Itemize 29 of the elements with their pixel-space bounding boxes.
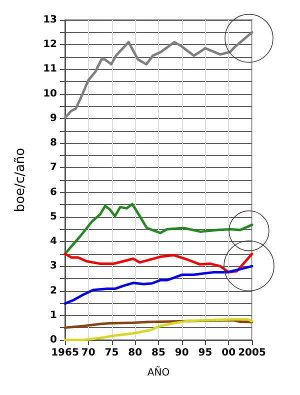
y-axis-title: boe/c/año (13, 148, 28, 212)
y-tick-label: 10 (43, 88, 58, 100)
y-tick-label: 4 (50, 236, 58, 248)
y-tick-label: 2 (50, 285, 58, 296)
y-tick-label: 12 (43, 39, 58, 50)
line-series (64, 252, 254, 274)
y-tick-label: 6 (50, 186, 58, 198)
x-tick-label: 90 (174, 348, 189, 358)
y-tick-label: 7 (50, 162, 58, 174)
line-series (64, 202, 254, 256)
y-tick-label: 8 (50, 138, 58, 149)
y-tick-label: 1 (50, 310, 58, 321)
y-tick-label: 11 (43, 64, 58, 75)
line-series (64, 31, 254, 119)
x-tick-label: 75 (104, 348, 119, 358)
x-tick-label: 95 (198, 348, 212, 358)
x-axis-title: AÑO (147, 366, 170, 378)
x-tick-label: 1965 (51, 348, 79, 358)
y-tick-label: 9 (50, 112, 58, 124)
y-tick-label: 0 (50, 334, 58, 346)
x-tick-label: 80 (128, 348, 142, 358)
y-tick-label: 3 (50, 260, 58, 272)
line-series (64, 264, 254, 305)
x-tick-label: 85 (152, 348, 166, 358)
x-tick-label: 70 (81, 348, 96, 358)
x-tick-label: 00 (222, 348, 236, 358)
y-tick-label: 5 (50, 211, 58, 222)
y-tick-label: 13 (43, 14, 58, 26)
x-tick-label: 2005 (238, 348, 266, 358)
